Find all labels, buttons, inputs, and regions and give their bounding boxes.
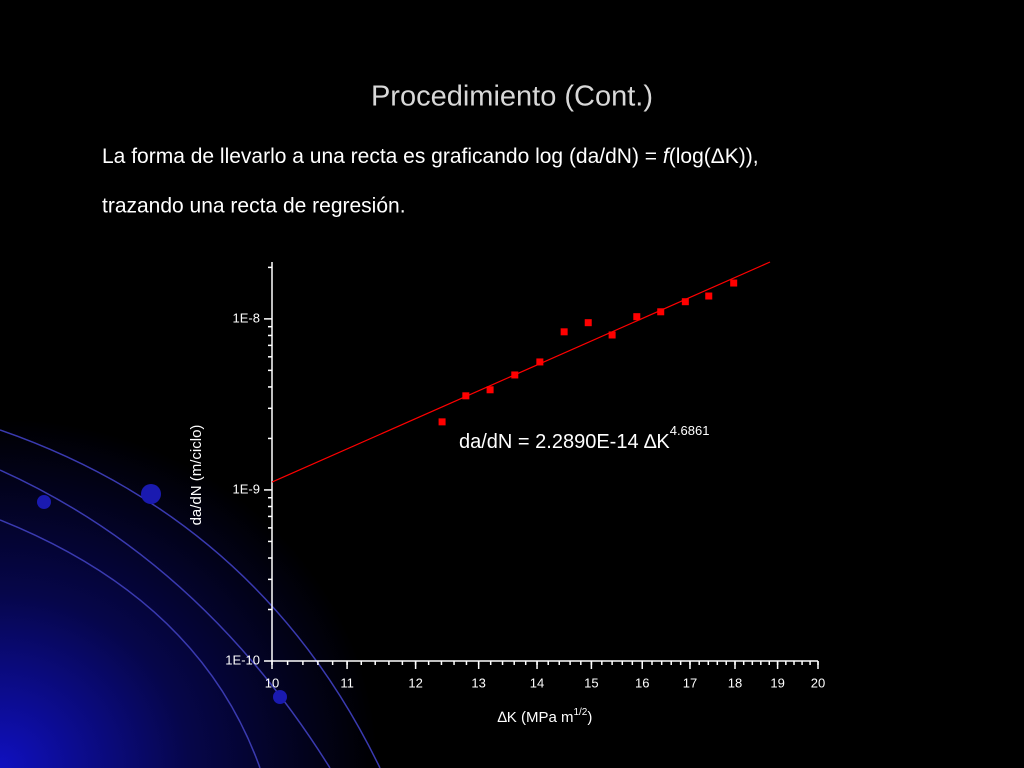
x-tick-label: 20 (811, 675, 825, 690)
decoration-dot (141, 484, 161, 504)
x-tick-label: 10 (265, 675, 279, 690)
x-tick-label: 11 (340, 675, 354, 690)
data-point (536, 358, 544, 366)
x-tick-label: 17 (683, 675, 697, 690)
x-axis-title: ∆K (MPa m1/2) (498, 707, 593, 726)
y-tick-label: 1E-9 (233, 481, 260, 496)
x-tick-label: 16 (635, 675, 649, 690)
x-tick-label: 19 (770, 675, 784, 690)
y-tick-label: 1E-8 (233, 310, 260, 325)
slide-title: Procedimiento (Cont.) (371, 81, 653, 113)
body-text: La forma de llevarlo a una recta es graf… (102, 145, 663, 168)
data-point (438, 418, 446, 426)
data-point (681, 298, 689, 306)
x-axis-title: ) (587, 709, 592, 726)
x-tick-label: 15 (584, 675, 598, 690)
body-text: trazando una recta de regresión. (102, 195, 406, 218)
decoration (0, 429, 381, 768)
fit-equation: da/dN = 2.2890E-14 ∆K (459, 431, 670, 453)
data-point (730, 279, 738, 287)
y-tick-label: 1E-10 (225, 652, 260, 667)
fit-exponent: 4.6861 (670, 423, 710, 438)
data-point (486, 386, 494, 394)
x-tick-label: 14 (530, 675, 544, 690)
data-point (657, 308, 665, 316)
body-text: f (663, 145, 671, 168)
x-tick-label: 13 (471, 675, 485, 690)
fit-equation: da/dN = 2.2890E-14 ∆K4.6861 (459, 423, 709, 453)
data-point (633, 313, 641, 321)
decoration-dot (273, 690, 287, 704)
data-point (705, 292, 713, 300)
decoration-dot (37, 495, 51, 509)
data-point (511, 371, 519, 379)
background-glow (0, 380, 420, 768)
data-point (560, 328, 568, 336)
body-text: (log(ΔK)), (669, 145, 759, 168)
x-axis-title: ∆K (MPa m (498, 709, 574, 726)
x-tick-label: 18 (728, 675, 742, 690)
x-tick-label: 12 (408, 675, 422, 690)
y-axis-title: da/dN (m/ciclo) (188, 425, 205, 526)
data-point (462, 392, 470, 400)
body-text: La forma de llevarlo a una recta es graf… (102, 145, 759, 168)
data-point (608, 331, 616, 339)
x-axis-title: 1/2 (573, 707, 587, 718)
data-point (584, 319, 592, 327)
